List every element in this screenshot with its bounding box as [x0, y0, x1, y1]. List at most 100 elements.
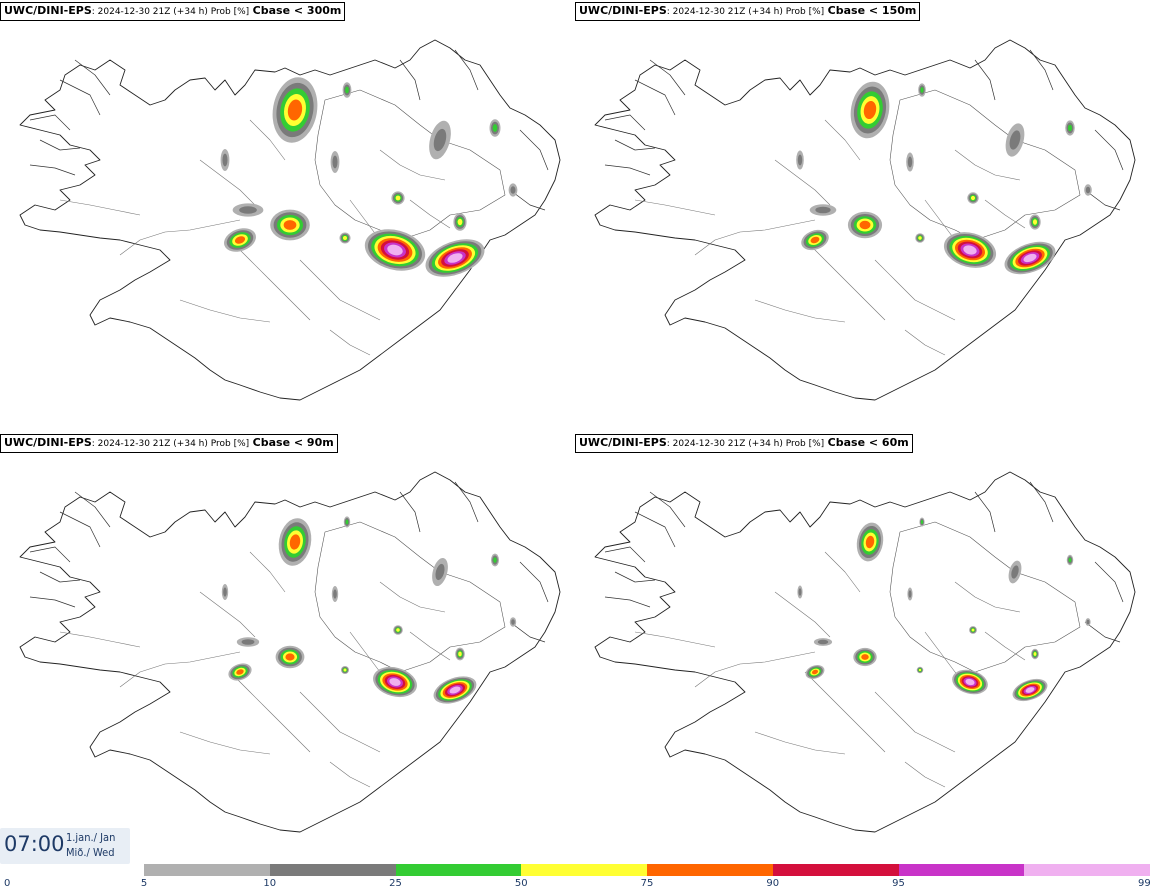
- panel-title: UWC/DINI-EPS: 2024-12-30 21Z (+34 h) Pro…: [0, 434, 338, 453]
- fjord-line: [74, 491, 111, 528]
- fjord-line: [519, 561, 549, 603]
- fjord-line: [59, 511, 101, 548]
- probability-contour: [396, 628, 400, 632]
- color-bar-tick: 25: [389, 878, 402, 889]
- probability-contour: [965, 678, 975, 686]
- probability-contour: [1086, 619, 1090, 625]
- probability-contour: [798, 588, 802, 596]
- fjord-line: [604, 164, 651, 176]
- panel-title: UWC/DINI-EPS: 2024-12-30 21Z (+34 h) Pro…: [575, 2, 921, 21]
- fjord-line: [454, 49, 479, 91]
- road-line: [904, 761, 946, 788]
- road-line: [409, 631, 451, 661]
- fjord-line: [29, 546, 71, 563]
- road-line: [179, 299, 271, 323]
- probability-contour: [458, 651, 462, 657]
- color-bar-tick: 50: [514, 878, 528, 889]
- probability-contour: [861, 654, 869, 660]
- fjord-line: [1084, 621, 1121, 643]
- probability-contour: [433, 128, 447, 152]
- fjord-line: [1094, 129, 1124, 171]
- probability-contour: [817, 639, 829, 645]
- road-line: [229, 239, 311, 321]
- probability-color-bar: [144, 864, 1150, 876]
- probability-contour: [333, 589, 337, 599]
- probability-contour: [859, 220, 871, 230]
- road-line: [59, 199, 141, 216]
- fjord-line: [509, 621, 546, 643]
- iceland-map: [594, 471, 1136, 833]
- probability-contour: [435, 563, 445, 581]
- glacier-outline: [889, 521, 1081, 673]
- probability-contour: [510, 186, 516, 194]
- probability-contour: [863, 100, 877, 120]
- color-bar-tick: 90: [766, 878, 780, 889]
- probability-contour: [920, 520, 924, 524]
- fjord-line: [39, 571, 81, 583]
- road-line: [824, 551, 861, 593]
- road-line: [329, 761, 371, 788]
- fjord-line: [519, 129, 549, 171]
- probability-contour: [447, 253, 463, 263]
- probability-contour: [493, 557, 497, 563]
- probability-contour: [285, 653, 295, 661]
- fjord-line: [509, 189, 546, 211]
- fjord-line: [454, 481, 479, 523]
- probability-contour: [908, 590, 912, 598]
- probability-contour: [865, 535, 875, 549]
- fjord-line: [39, 139, 81, 151]
- fjord-line: [974, 491, 996, 533]
- road-line: [59, 631, 141, 648]
- glacier-outline: [314, 521, 506, 673]
- field-name: Cbase < 150m: [827, 4, 917, 17]
- fjord-line: [1029, 481, 1054, 523]
- road-line: [954, 149, 1021, 181]
- probability-contour: [395, 195, 401, 201]
- model-name: UWC/DINI-EPS: [4, 436, 92, 449]
- fjord-line: [634, 511, 676, 548]
- valid-time: 07:00: [4, 832, 65, 856]
- probability-contour: [241, 639, 255, 645]
- iceland-map: [19, 471, 561, 833]
- probability-contour: [345, 519, 349, 525]
- color-bar-segment: [521, 864, 647, 876]
- probability-contour: [810, 236, 820, 244]
- field-name: Cbase < 60m: [827, 436, 909, 449]
- road-line: [299, 691, 381, 753]
- probability-contour: [1068, 557, 1072, 563]
- fjord-line: [399, 491, 421, 533]
- map-panel-cbase-60: UWC/DINI-EPS: 2024-12-30 21Z (+34 h) Pro…: [575, 432, 1150, 864]
- run-info: : 2024-12-30 21Z (+34 h) Prob [%]: [666, 439, 825, 449]
- probability-contour: [1032, 219, 1038, 225]
- road-line: [229, 671, 311, 753]
- color-bar-segment: [772, 864, 899, 876]
- road-line: [634, 199, 716, 216]
- fjord-line: [29, 164, 76, 176]
- probability-contour: [492, 124, 498, 132]
- field-name: Cbase < 90m: [252, 436, 334, 449]
- road-line: [329, 329, 371, 356]
- probability-contour: [1025, 687, 1035, 693]
- valid-date: 1.jan./ Jan Mið./ Wed: [66, 830, 115, 860]
- color-bar-tick: 75: [640, 878, 654, 889]
- road-line: [379, 149, 446, 181]
- color-bar-segment: [269, 864, 396, 876]
- fjord-line: [614, 571, 656, 583]
- color-bar-tick: 0: [4, 878, 11, 889]
- map-panel-cbase-150: UWC/DINI-EPS: 2024-12-30 21Z (+34 h) Pro…: [575, 0, 1150, 432]
- field-name: Cbase < 300m: [252, 4, 342, 17]
- road-line: [634, 631, 716, 648]
- fjord-line: [29, 114, 71, 131]
- road-line: [119, 219, 241, 256]
- date-line-2: Mið./ Wed: [66, 846, 115, 859]
- fjord-line: [1029, 49, 1054, 91]
- model-name: UWC/DINI-EPS: [4, 4, 92, 17]
- probability-contour: [918, 236, 922, 240]
- color-bar-tick: 10: [263, 878, 277, 889]
- iceland-map: [19, 39, 561, 401]
- probability-contour: [223, 587, 227, 597]
- road-line: [904, 329, 946, 356]
- probability-contour: [920, 87, 924, 93]
- run-info: : 2024-12-30 21Z (+34 h) Prob [%]: [91, 439, 250, 449]
- color-bar-segment: [1024, 864, 1150, 876]
